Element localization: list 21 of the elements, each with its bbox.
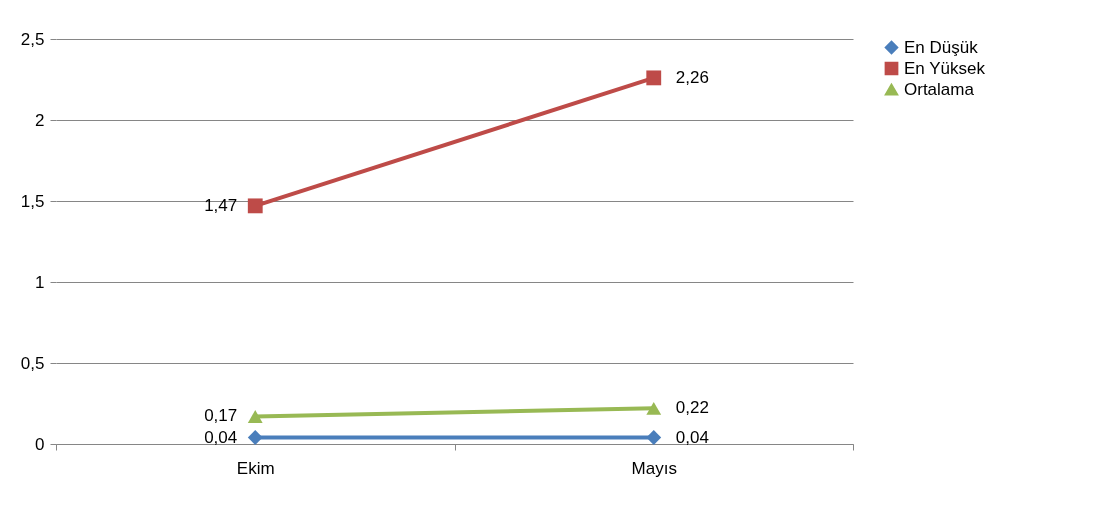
y-tick-label: 2,5 [20,29,45,49]
y-tick-label: 1,5 [20,191,45,211]
x-tick-label: Mayıs [631,458,677,478]
data-label: 1,47 [204,195,238,215]
legend-label: En Düşük [904,37,979,57]
data-label: 0,04 [675,427,709,447]
point [247,430,263,445]
legend-label: En Yüksek [904,58,986,78]
data-label: 2,26 [675,67,709,87]
y-tick-label: 2 [35,110,45,130]
x-tick-label: Ekim [236,458,275,478]
data-label: 0,04 [204,427,238,447]
point [247,198,263,214]
data-label: 0,17 [204,406,238,426]
y-tick-label: 0,5 [20,353,45,373]
point [646,70,662,86]
point [646,430,662,445]
legend-label: Ortalama [904,79,975,99]
y-tick-label: 0 [35,434,45,454]
data-label: 0,22 [675,398,709,418]
y-tick-label: 1 [35,272,45,292]
